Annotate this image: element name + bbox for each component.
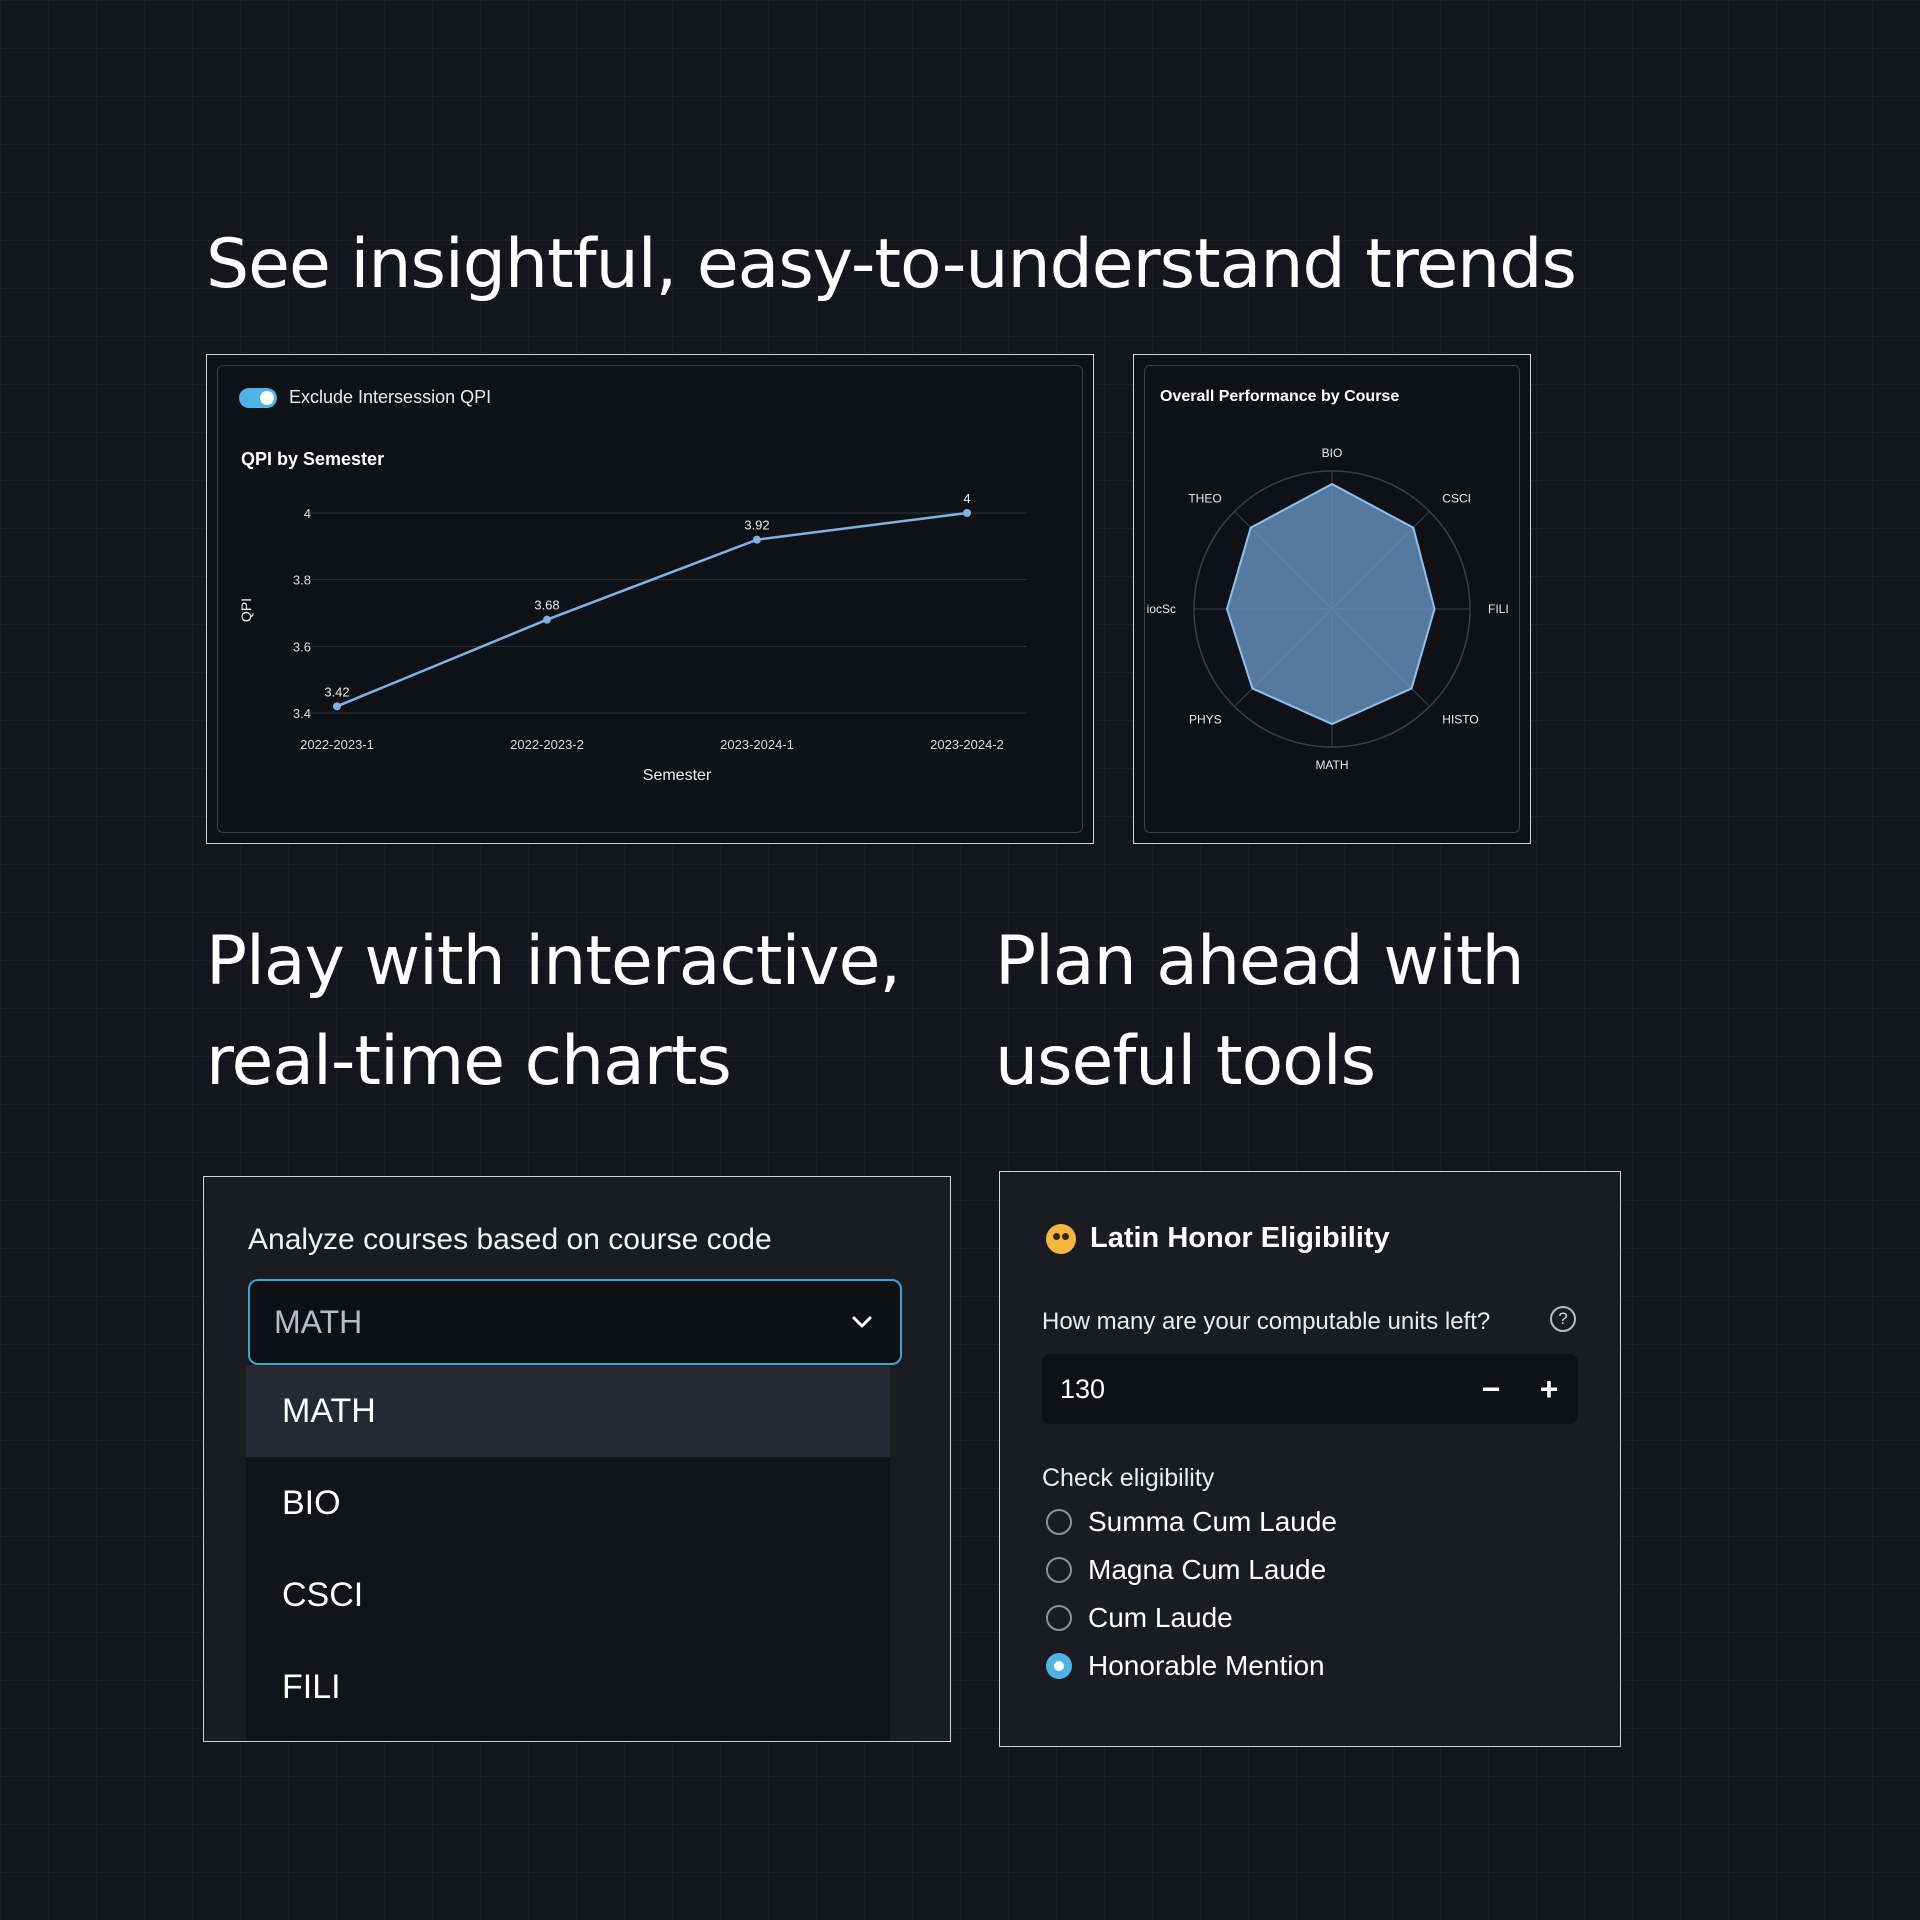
course-option-math[interactable]: MATH xyxy=(246,1365,890,1457)
check-eligibility-label: Check eligibility xyxy=(1042,1464,1215,1492)
qpi-x-tick-label: 2023-2024-2 xyxy=(930,737,1004,752)
radar-axis-label: THEO xyxy=(1188,492,1221,506)
headline-tools-line2: useful tools xyxy=(995,1022,1376,1101)
radio-label[interactable]: Summa Cum Laude xyxy=(1088,1506,1338,1537)
radio-button[interactable] xyxy=(1046,1653,1072,1679)
headline-trends: See insightful, easy-to-understand trend… xyxy=(206,225,1577,304)
radar-axis-label: HISTO xyxy=(1442,712,1478,726)
headline-charts-line1: Play with interactive, xyxy=(206,922,901,1001)
course-select-label: Analyze courses based on course code xyxy=(248,1223,772,1256)
qpi-data-label: 4 xyxy=(963,491,970,506)
radar-axis-label: MATH xyxy=(1315,758,1348,772)
course-option-fili[interactable]: FILI xyxy=(282,1667,341,1706)
qpi-x-axis-label: Semester xyxy=(643,767,712,784)
radar-axis-label: PHYS xyxy=(1189,712,1222,726)
qpi-x-tick-label: 2023-2024-1 xyxy=(720,737,794,752)
radio-button[interactable] xyxy=(1046,1557,1072,1583)
qpi-data-point[interactable] xyxy=(963,509,971,517)
latin-honor-header: Latin Honor Eligibility xyxy=(1046,1222,1390,1255)
qpi-data-point[interactable] xyxy=(753,535,761,544)
qpi-x-tick-label: 2022-2023-2 xyxy=(510,737,584,752)
headline-charts: Play with interactive, real-time charts xyxy=(206,912,901,1112)
radar-series-area xyxy=(1225,482,1436,726)
units-value[interactable]: 130 xyxy=(1060,1373,1106,1404)
chevron-down-icon[interactable] xyxy=(848,1308,876,1336)
radar-chart-frame xyxy=(1144,365,1520,833)
qpi-series-line xyxy=(336,511,968,708)
radar-axis-label: iocSc xyxy=(1147,602,1176,616)
honor-radio-group: Summa Cum Laude Magna Cum Laude Cum Laud… xyxy=(1046,1498,1337,1690)
radio-label[interactable]: Magna Cum Laude xyxy=(1088,1554,1327,1585)
course-select-panel: Analyze courses based on course code MAT… xyxy=(203,1176,951,1742)
course-radar-panel: Overall Performance by Course BIO CSCI FIL… xyxy=(1133,354,1531,844)
course-option-csci[interactable]: CSCI xyxy=(282,1575,364,1614)
radio-label[interactable]: Honorable Mention xyxy=(1088,1650,1325,1681)
qpi-y-tick-label: 3.6 xyxy=(293,639,311,654)
radar-axis-label: FILI xyxy=(1488,602,1509,616)
course-code-options-menu: MATH BIO CSCI FILI xyxy=(246,1365,890,1741)
headline-tools-line1: Plan ahead with xyxy=(995,922,1525,1001)
course-code-selected-value: MATH xyxy=(274,1303,363,1340)
units-number-input[interactable]: 130 − + xyxy=(1042,1354,1578,1424)
decrement-button[interactable]: − xyxy=(1481,1370,1501,1407)
radio-button[interactable] xyxy=(1046,1509,1072,1535)
course-code-select[interactable]: MATH xyxy=(248,1279,902,1365)
qpi-y-tick-label: 4 xyxy=(304,506,311,521)
help-icon[interactable]: ? xyxy=(1550,1306,1576,1332)
headline-charts-line2: real-time charts xyxy=(206,1022,732,1101)
qpi-data-label: 3.68 xyxy=(534,598,559,613)
qpi-y-tick-label: 3.4 xyxy=(293,706,311,721)
exclude-intersession-label: Exclude Intersession QPI xyxy=(289,387,492,407)
qpi-data-label: 3.92 xyxy=(744,518,769,533)
headline-tools: Plan ahead with useful tools xyxy=(995,912,1525,1112)
thinking-face-icon xyxy=(1046,1223,1076,1254)
course-radar-chart[interactable]: BIO CSCI FILI HISTO MATH PHYS iocSc THEO xyxy=(1134,355,1532,845)
radio-option-summa[interactable]: Summa Cum Laude xyxy=(1046,1498,1337,1546)
radio-button[interactable] xyxy=(1046,1605,1072,1631)
latin-honor-title: Latin Honor Eligibility xyxy=(1090,1222,1390,1254)
radio-label[interactable]: Cum Laude xyxy=(1088,1602,1233,1633)
course-option-bio[interactable]: BIO xyxy=(282,1483,341,1522)
qpi-line-chart[interactable]: 4 3.8 3.6 3.4 2022-2023-1 2022-2023-2 2023-20… xyxy=(207,355,1095,845)
radar-chart-title: Overall Performance by Course xyxy=(1160,388,1400,405)
radio-option-cum-laude[interactable]: Cum Laude xyxy=(1046,1594,1337,1642)
exclude-intersession-toggle-row[interactable]: Exclude Intersession QPI xyxy=(239,387,491,408)
latin-honor-panel: Latin Honor Eligibility How many are you… xyxy=(999,1171,1621,1747)
exclude-intersession-toggle[interactable] xyxy=(239,387,277,408)
radio-option-magna[interactable]: Magna Cum Laude xyxy=(1046,1546,1337,1594)
increment-button[interactable]: + xyxy=(1539,1370,1559,1407)
qpi-y-axis-label: QPI xyxy=(238,598,254,622)
units-left-question: How many are your computable units left? xyxy=(1042,1308,1491,1335)
radio-option-honorable-mention[interactable]: Honorable Mention xyxy=(1046,1642,1337,1690)
qpi-chart-frame xyxy=(217,365,1083,833)
qpi-chart-title: QPI by Semester xyxy=(241,449,385,469)
qpi-chart-panel: Exclude Intersession QPI QPI by Semester… xyxy=(206,354,1094,844)
radar-axis-label: BIO xyxy=(1322,446,1343,460)
qpi-data-point[interactable] xyxy=(543,615,551,624)
qpi-data-label: 3.42 xyxy=(324,684,349,699)
qpi-x-tick-label: 2022-2023-1 xyxy=(300,737,374,752)
qpi-data-point[interactable] xyxy=(333,702,341,711)
radar-axis-label: CSCI xyxy=(1442,492,1471,506)
qpi-y-tick-label: 3.8 xyxy=(293,573,311,588)
